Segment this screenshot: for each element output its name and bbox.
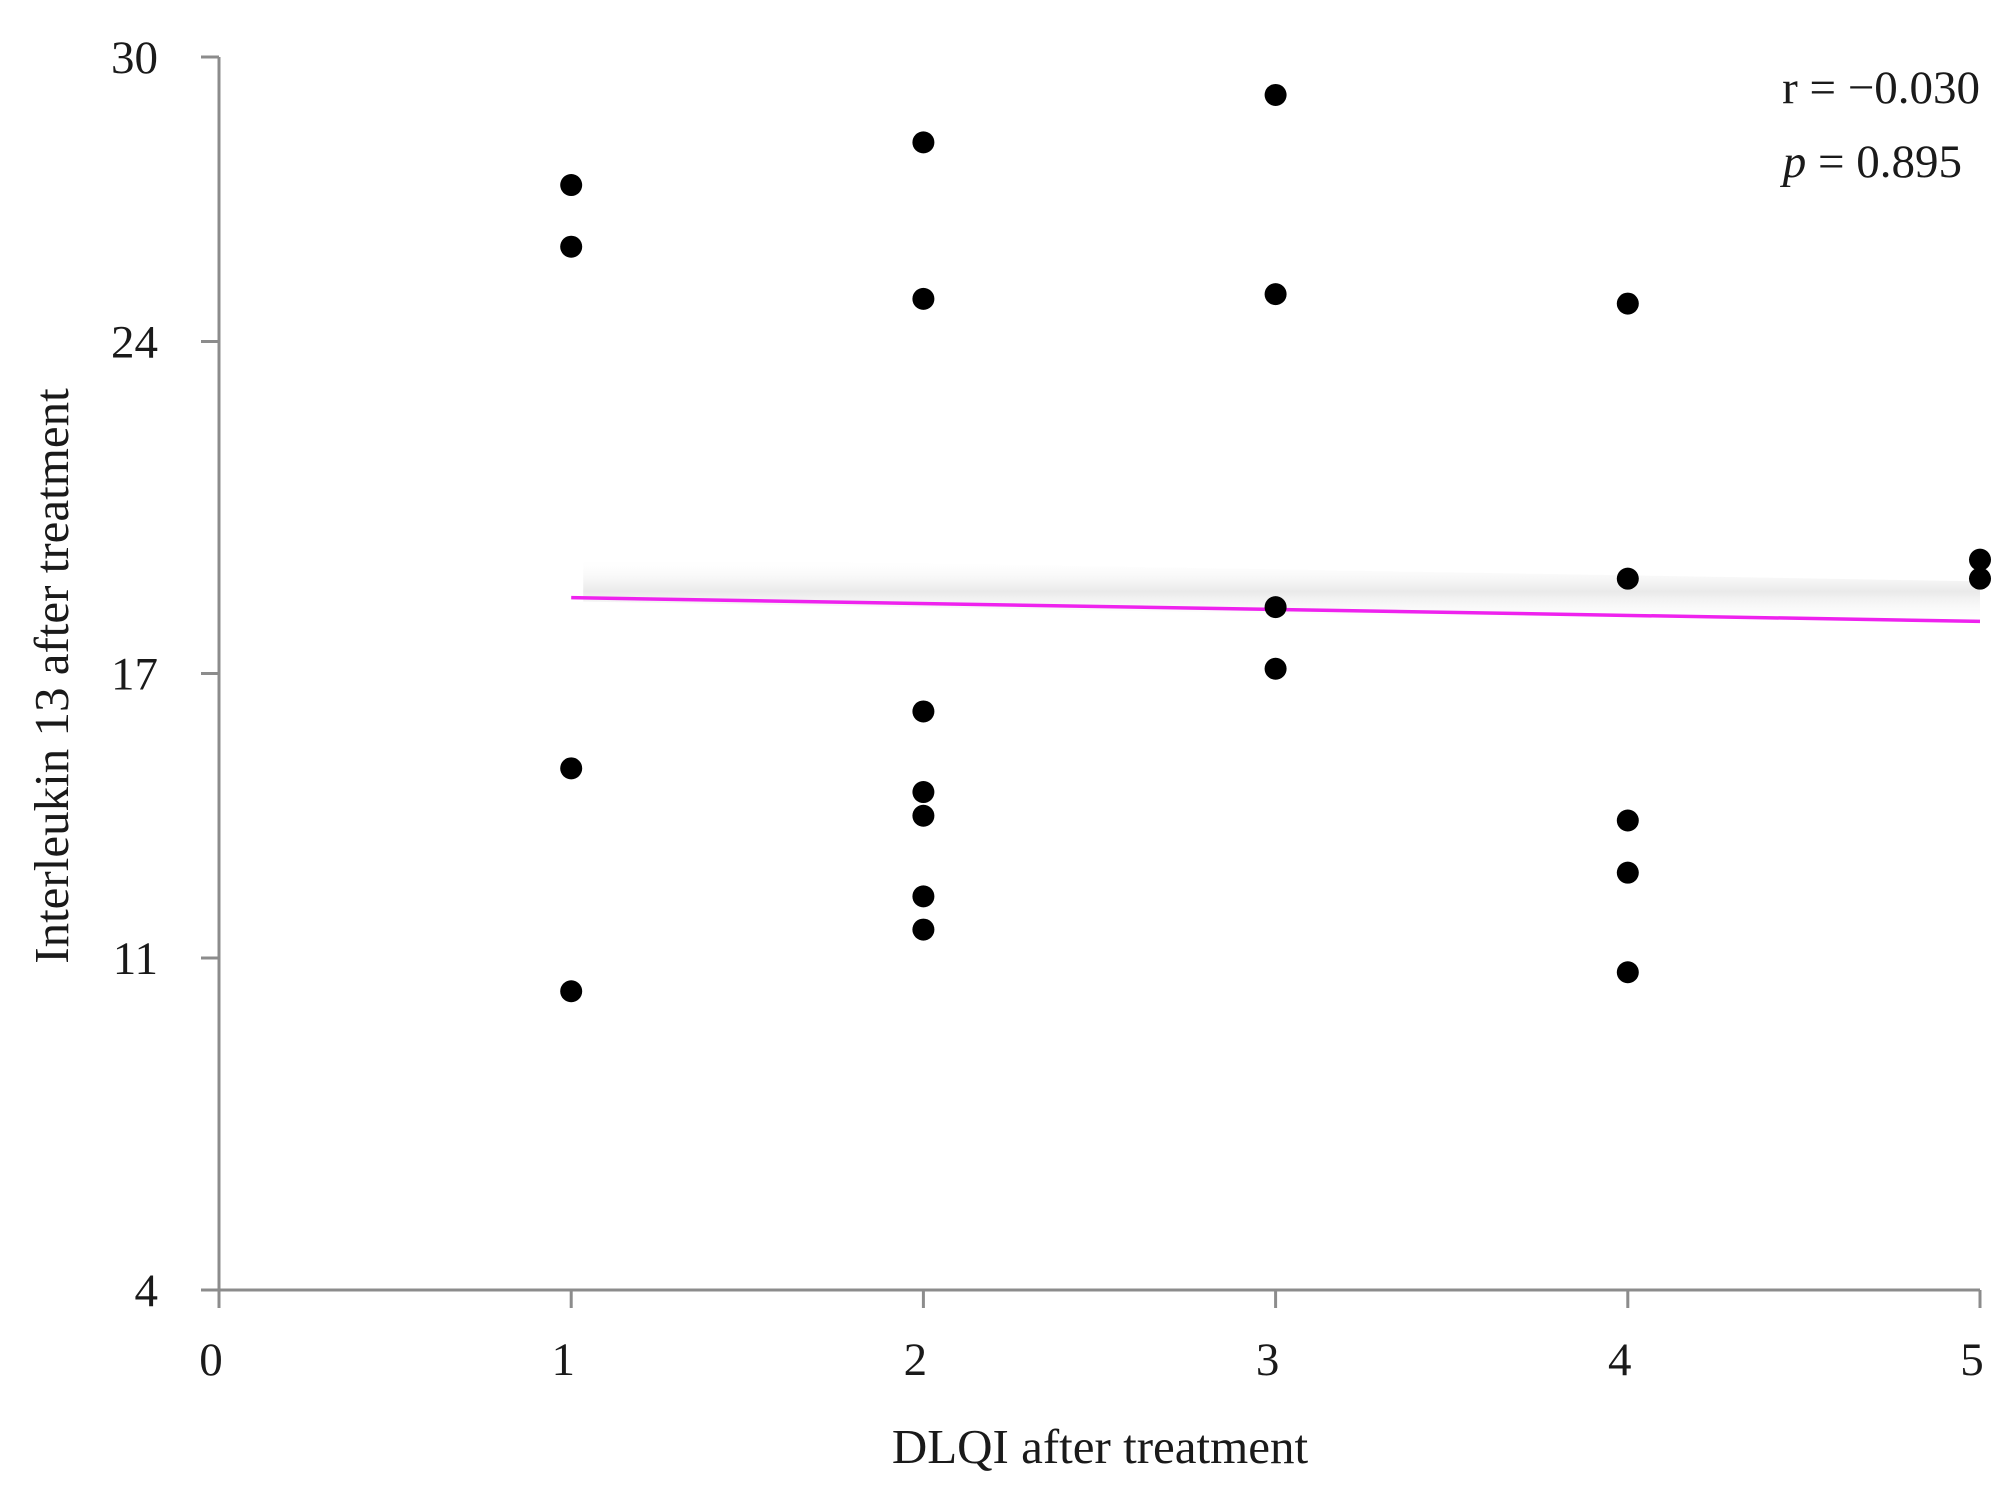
data-point [1264, 83, 1287, 106]
data-point [912, 287, 935, 310]
data-point [1616, 567, 1639, 590]
x-tick-label: 5 [1960, 1334, 1984, 1386]
y-tick-label: 4 [135, 1265, 159, 1317]
data-point [912, 131, 935, 154]
data-point [912, 700, 935, 723]
x-tick-label: 0 [199, 1334, 223, 1386]
data-point [912, 918, 935, 941]
data-point [1616, 292, 1639, 315]
data-point [1616, 961, 1639, 984]
r-value-label: r = −0.030 [1782, 62, 1980, 114]
data-point [1616, 861, 1639, 884]
data-point [912, 885, 935, 908]
y-tick-label: 17 [111, 649, 158, 701]
p-value-label: p = 0.895 [1780, 136, 1962, 188]
data-point [912, 804, 935, 827]
x-tick-label: 3 [1256, 1334, 1280, 1386]
y-tick-label: 11 [113, 933, 158, 985]
trendline-shadow-band [583, 557, 1981, 626]
data-point [560, 980, 583, 1003]
data-points [560, 83, 1991, 1003]
data-point [560, 235, 583, 258]
trendline-shadow [583, 557, 1981, 626]
data-point [1264, 657, 1287, 680]
data-point [560, 174, 583, 197]
x-tick-label: 2 [904, 1334, 928, 1386]
y-tick-label: 24 [111, 317, 158, 369]
data-point [560, 757, 583, 780]
x-axis-ticks: 0 1 2 3 4 5 [199, 1290, 1984, 1386]
x-axis-title: DLQI after treatment [892, 1419, 1309, 1474]
data-point [1264, 596, 1287, 619]
p-value: = 0.895 [1806, 136, 1962, 188]
y-axis-ticks: 4 11 17 24 30 [111, 32, 219, 1317]
x-tick-label: 4 [1608, 1334, 1632, 1386]
data-point [1969, 567, 1991, 590]
correlation-annotation: r = −0.030 p = 0.895 [1780, 62, 1980, 188]
data-point [1616, 809, 1639, 832]
y-axis-title: Interleukin 13 after treatment [24, 388, 79, 964]
axes [217, 57, 1980, 1292]
data-point [1969, 548, 1991, 571]
p-symbol: p [1780, 136, 1807, 188]
data-point [1264, 283, 1287, 306]
y-tick-label: 30 [111, 32, 158, 84]
x-tick-label: 1 [551, 1334, 575, 1386]
data-point [912, 781, 935, 804]
